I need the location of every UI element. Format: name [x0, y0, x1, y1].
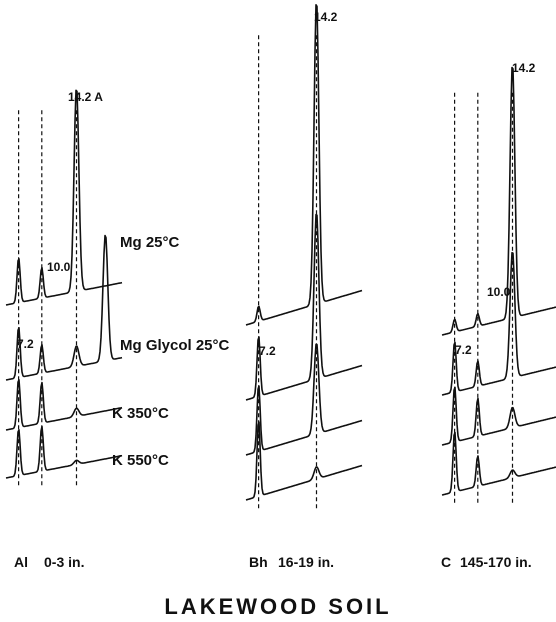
trace-al-k-550-c — [5, 425, 123, 479]
p3-peak-label-10-0: 10.0 — [487, 285, 511, 299]
treatment-label-mg-25: Mg 25°C — [120, 234, 180, 251]
trace-c-k-350-c — [441, 386, 556, 446]
trace-c-mg-25-c — [441, 66, 556, 336]
reference-lines — [18, 35, 514, 510]
diffraction-traces — [5, 4, 556, 501]
figure-title: LAKEWOOD SOIL — [164, 594, 391, 619]
treatment-label-mg-glycol: Mg Glycol 25°C — [120, 337, 230, 354]
treatment-label-k-350: K 350°C — [112, 405, 169, 422]
trace-al-mg-glycol-25-c — [5, 234, 123, 381]
treatment-label-k-550: K 550°C — [112, 452, 169, 469]
p1-peak-label-7-2: 7.2 — [17, 337, 34, 351]
p2-peak-label-7-2: 7.2 — [259, 344, 276, 358]
horizon-label-bh: Bh — [249, 554, 268, 570]
p1-peak-label-14-2: 14.2 A — [68, 90, 103, 104]
horizon-label-al: Al — [14, 554, 28, 570]
trace-bh-mg-25-c — [245, 4, 363, 326]
p2-peak-label-14-2: 14.2 — [314, 10, 338, 24]
trace-bh-k-350-c — [245, 343, 363, 456]
depth-label-bh: 16-19 in. — [278, 554, 334, 570]
horizon-label-c: C — [441, 554, 451, 570]
p3-peak-label-14-2: 14.2 — [512, 61, 536, 75]
trace-bh-mg-glycol-25-c — [245, 213, 363, 401]
p3-peak-label-7-2: 7.2 — [455, 343, 472, 357]
trace-bh-k-550-c — [245, 421, 363, 501]
trace-c-mg-glycol-25-c — [441, 251, 556, 396]
depth-label-al: 0-3 in. — [44, 554, 84, 570]
trace-al-k-350-c — [5, 379, 123, 431]
depth-label-c: 145-170 in. — [460, 554, 532, 570]
trace-c-k-550-c — [441, 431, 556, 496]
p1-peak-label-10-0: 10.0 — [47, 260, 71, 274]
